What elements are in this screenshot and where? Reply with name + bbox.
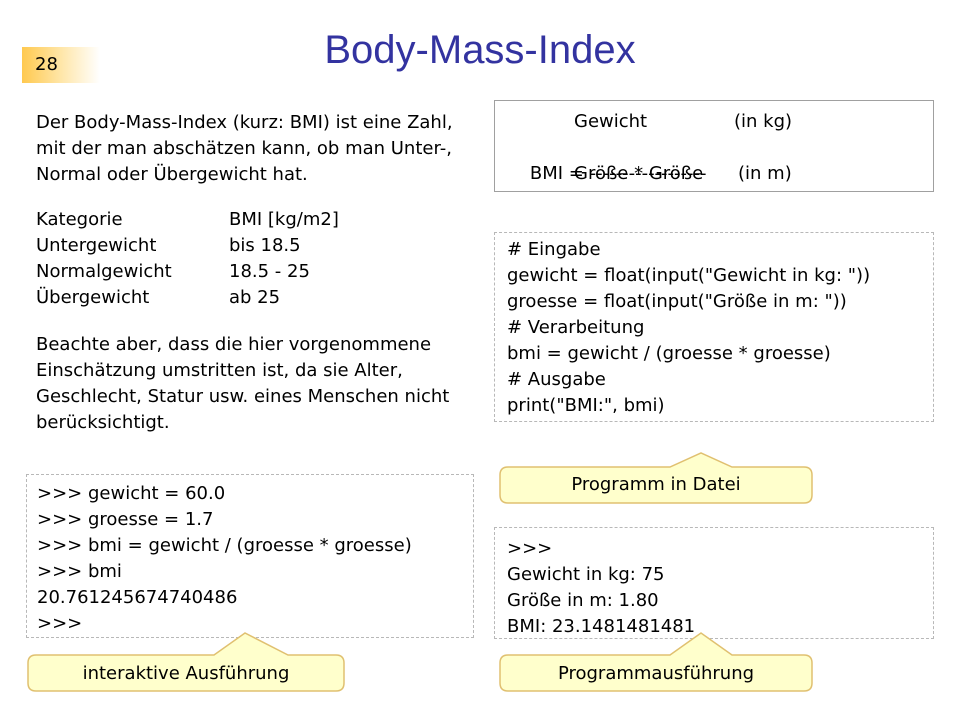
program-run-callout: Programmausführung bbox=[498, 632, 814, 694]
page-number: 28 bbox=[22, 47, 100, 83]
note-paragraph: Beachte aber, dass die hier vorgenommene… bbox=[36, 332, 486, 436]
output-line: Größe in m: 1.80 bbox=[507, 590, 659, 611]
code-line: # Verarbeitung bbox=[507, 317, 645, 338]
output-line: >>> bbox=[507, 538, 553, 559]
callout-shape bbox=[27, 632, 345, 692]
code-line: bmi = gewicht / (groesse * groesse) bbox=[507, 343, 831, 364]
table-header: Kategorie bbox=[36, 209, 123, 230]
intro-paragraph: Der Body-Mass-Index (kurz: BMI) ist eine… bbox=[36, 110, 486, 188]
code-line: print("BMI:", bmi) bbox=[507, 395, 665, 416]
session-line: >>> bmi bbox=[37, 561, 122, 582]
interactive-callout: interaktive Ausführung bbox=[26, 632, 346, 694]
table-row: Normalgewicht 18.5 - 25 bbox=[36, 259, 476, 285]
output-line: Gewicht in kg: 75 bbox=[507, 564, 665, 585]
bmi-category-table: Kategorie BMI [kg/m2] Untergewicht bis 1… bbox=[36, 207, 476, 311]
table-row: Untergewicht bis 18.5 bbox=[36, 233, 476, 259]
table-header: BMI [kg/m2] bbox=[229, 209, 339, 230]
callout-shape bbox=[499, 452, 813, 504]
program-file-callout: Programm in Datei bbox=[498, 452, 814, 506]
formula-denominator-unit: (in m) bbox=[738, 163, 792, 184]
table-cell: Untergewicht bbox=[36, 235, 157, 256]
program-output-box: >>> Gewicht in kg: 75 Größe in m: 1.80 B… bbox=[494, 527, 934, 639]
session-line: >>> groesse = 1.7 bbox=[37, 509, 214, 530]
note-line: berücksichtigt. bbox=[36, 412, 170, 433]
intro-line: Der Body-Mass-Index (kurz: BMI) ist eine… bbox=[36, 112, 453, 133]
interactive-session-box: >>> gewicht = 60.0 >>> groesse = 1.7 >>>… bbox=[26, 474, 474, 638]
output-line: BMI: 23.1481481481 bbox=[507, 616, 696, 637]
code-line: gewicht = float(input("Gewicht in kg: ")… bbox=[507, 265, 871, 286]
program-code-box: # Eingabe gewicht = float(input("Gewicht… bbox=[494, 232, 934, 422]
table-row: Übergewicht ab 25 bbox=[36, 285, 476, 311]
code-line: # Ausgabe bbox=[507, 369, 606, 390]
code-line: # Eingabe bbox=[507, 239, 601, 260]
program-run-label: Programmausführung bbox=[557, 663, 755, 684]
page-title: Body-Mass-Index bbox=[324, 28, 636, 72]
table-cell: 18.5 - 25 bbox=[229, 261, 310, 282]
formula-fraction-bar: ------------------ bbox=[589, 163, 707, 184]
formula-numerator-unit: (in kg) bbox=[734, 111, 793, 132]
intro-line: mit der man abschätzen kann, ob man Unte… bbox=[36, 138, 452, 159]
note-line: Beachte aber, dass die hier vorgenommene bbox=[36, 334, 432, 355]
note-line: Einschätzung umstritten ist, da sie Alte… bbox=[36, 360, 403, 381]
table-cell: ab 25 bbox=[229, 287, 281, 308]
formula-bmi-label: BMI = bbox=[529, 163, 590, 184]
table-cell: bis 18.5 bbox=[229, 235, 301, 256]
callout-shape bbox=[499, 632, 813, 692]
note-line: Geschlecht, Statur usw. eines Menschen n… bbox=[36, 386, 450, 407]
interactive-label: interaktive Ausführung bbox=[82, 663, 290, 684]
code-line: groesse = float(input("Größe in m: ")) bbox=[507, 291, 847, 312]
session-line: 20.761245674740486 bbox=[37, 587, 238, 608]
table-cell: Übergewicht bbox=[36, 287, 150, 308]
session-line: >>> bbox=[37, 613, 83, 634]
session-line: >>> bmi = gewicht / (groesse * groesse) bbox=[37, 535, 412, 556]
table-header-row: Kategorie BMI [kg/m2] bbox=[36, 207, 476, 233]
formula-numerator: Gewicht bbox=[574, 111, 648, 132]
session-line: >>> gewicht = 60.0 bbox=[37, 483, 226, 504]
table-cell: Normalgewicht bbox=[36, 261, 172, 282]
bmi-formula-box: Gewicht (in kg) BMI = ------------------… bbox=[494, 100, 934, 192]
formula-denominator: Größe * Größe bbox=[574, 163, 704, 184]
formula-lhs: BMI = ------------------ bbox=[507, 135, 707, 213]
intro-line: Normal oder Übergewicht hat. bbox=[36, 164, 308, 185]
program-file-label: Programm in Datei bbox=[571, 474, 741, 495]
